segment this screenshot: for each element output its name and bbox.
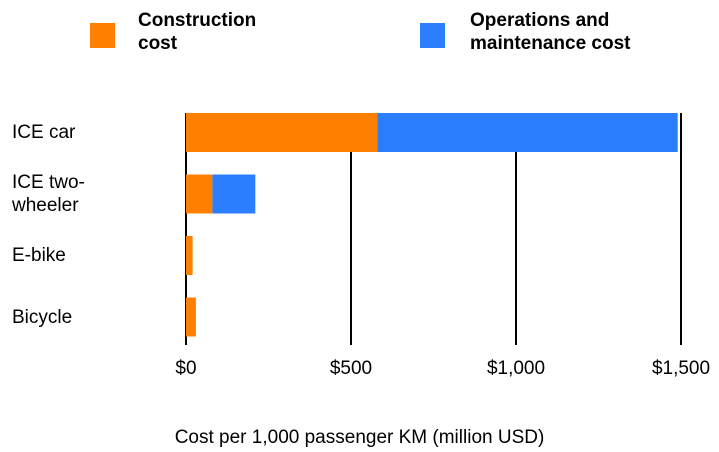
legend-swatch <box>420 23 445 48</box>
legend-label: Construction cost <box>138 10 257 54</box>
x-axis-label: Cost per 1,000 passenger KM (million USD… <box>174 427 545 448</box>
bar-segment <box>186 113 378 152</box>
y-tick-label: E-bike <box>12 245 66 266</box>
y-tick-label: Bicycle <box>12 306 73 328</box>
bar-segment <box>186 236 193 275</box>
bar-segment <box>212 174 256 214</box>
legend-swatch <box>90 23 115 48</box>
bar-segment <box>186 174 213 214</box>
y-tick-label: ICE two-wheeler <box>12 172 85 216</box>
x-tick-label: $1,000 <box>487 358 545 379</box>
x-tick-label: $1,500 <box>652 358 710 379</box>
x-tick-label: $0 <box>175 358 196 379</box>
legend-label: Operations and maintenance cost <box>470 10 631 54</box>
bar-segment <box>377 113 678 152</box>
y-tick-label: ICE car <box>12 122 76 143</box>
x-tick-label: $500 <box>330 358 372 379</box>
bar-segment <box>186 297 196 337</box>
